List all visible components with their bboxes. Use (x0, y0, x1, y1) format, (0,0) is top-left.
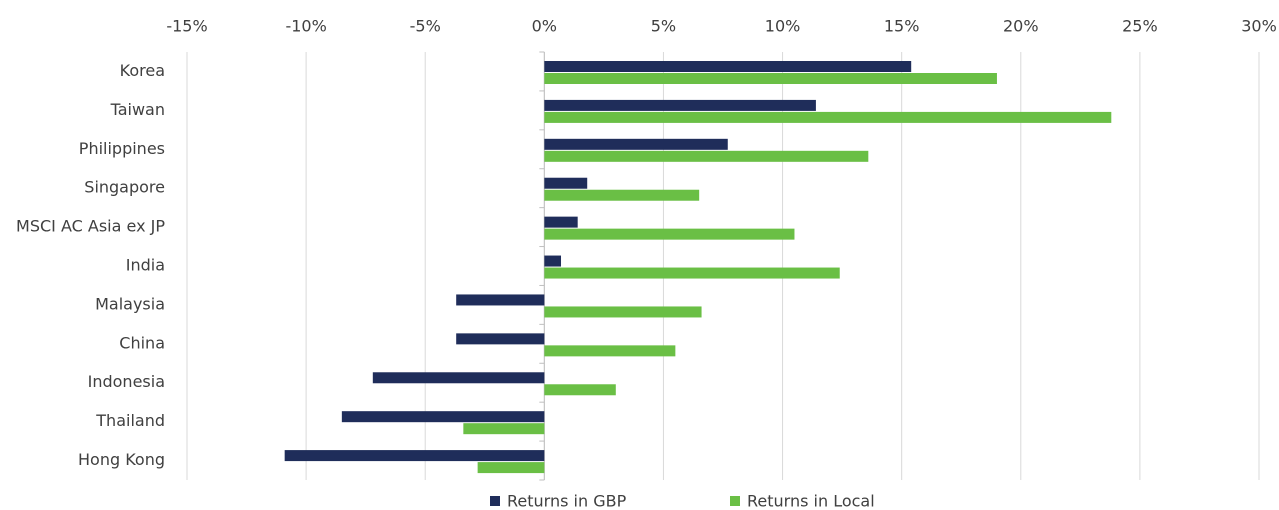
bar (544, 255, 562, 267)
x-tick-label: 5% (651, 17, 676, 36)
bar (456, 294, 545, 306)
bar (544, 267, 840, 279)
bar (544, 99, 816, 111)
bar (544, 138, 728, 150)
bar (544, 384, 616, 396)
x-tick-label: -10% (285, 17, 326, 36)
x-tick-label: 20% (1003, 17, 1039, 36)
bar (544, 306, 702, 318)
y-tick-label: Indonesia (88, 372, 165, 391)
bar (372, 372, 545, 384)
y-tick-label: Thailand (95, 411, 165, 430)
x-tick-label: 15% (884, 17, 920, 36)
bar (544, 111, 1112, 123)
legend-swatch (490, 496, 500, 506)
bar (544, 150, 869, 162)
y-tick-label: Korea (120, 61, 165, 80)
y-tick-label: Malaysia (95, 294, 165, 313)
bar (544, 177, 588, 189)
bar (456, 333, 545, 345)
x-tick-label: 30% (1241, 17, 1277, 36)
bar (477, 462, 545, 474)
y-tick-label: Taiwan (110, 100, 165, 119)
bar (544, 345, 676, 357)
x-tick-label: 10% (765, 17, 801, 36)
bar (463, 423, 545, 435)
bar (544, 73, 997, 84)
bar (544, 61, 912, 72)
y-tick-label: Singapore (84, 178, 165, 197)
y-tick-label: MSCI AC Asia ex JP (16, 217, 165, 236)
bar (284, 450, 545, 462)
legend-label: Returns in GBP (507, 492, 627, 510)
bar (544, 228, 795, 240)
y-tick-label: China (119, 333, 165, 352)
y-tick-label: Philippines (79, 139, 165, 158)
x-tick-label: 0% (532, 17, 557, 36)
legend-swatch (730, 496, 740, 506)
y-tick-label: India (126, 256, 165, 275)
bar (544, 216, 578, 228)
bar (341, 411, 545, 423)
x-tick-label: -5% (410, 17, 441, 36)
legend-label: Returns in Local (747, 492, 875, 510)
y-tick-label: Hong Kong (78, 450, 165, 469)
bar (544, 189, 700, 201)
x-tick-label: 25% (1122, 17, 1158, 36)
x-tick-label: -15% (166, 17, 207, 36)
